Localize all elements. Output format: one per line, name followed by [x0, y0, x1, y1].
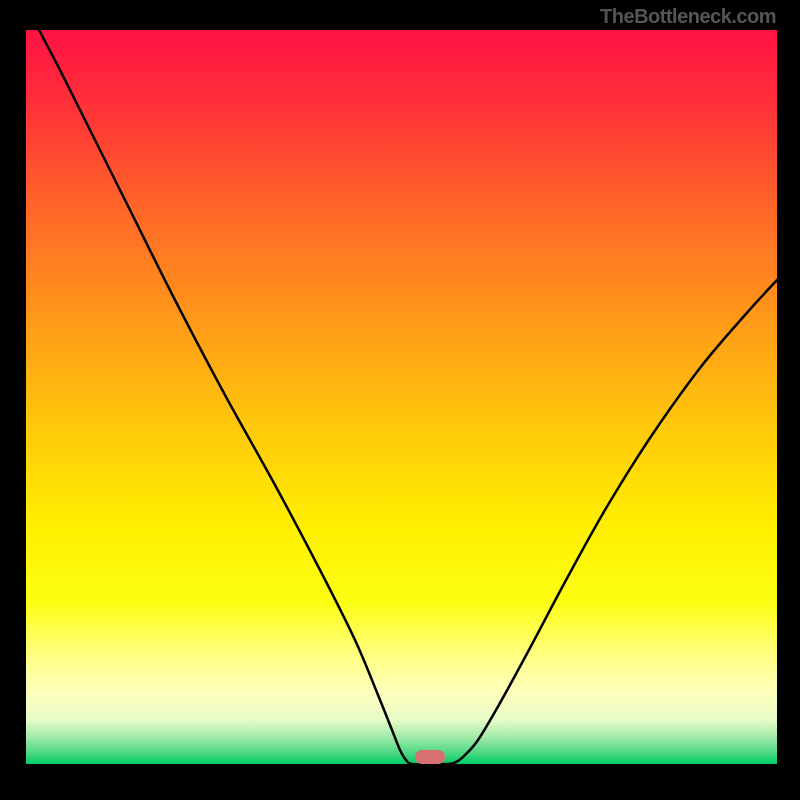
chart-container: TheBottleneck.com [0, 0, 800, 800]
plot-area [26, 30, 777, 764]
watermark-text: TheBottleneck.com [600, 6, 776, 29]
